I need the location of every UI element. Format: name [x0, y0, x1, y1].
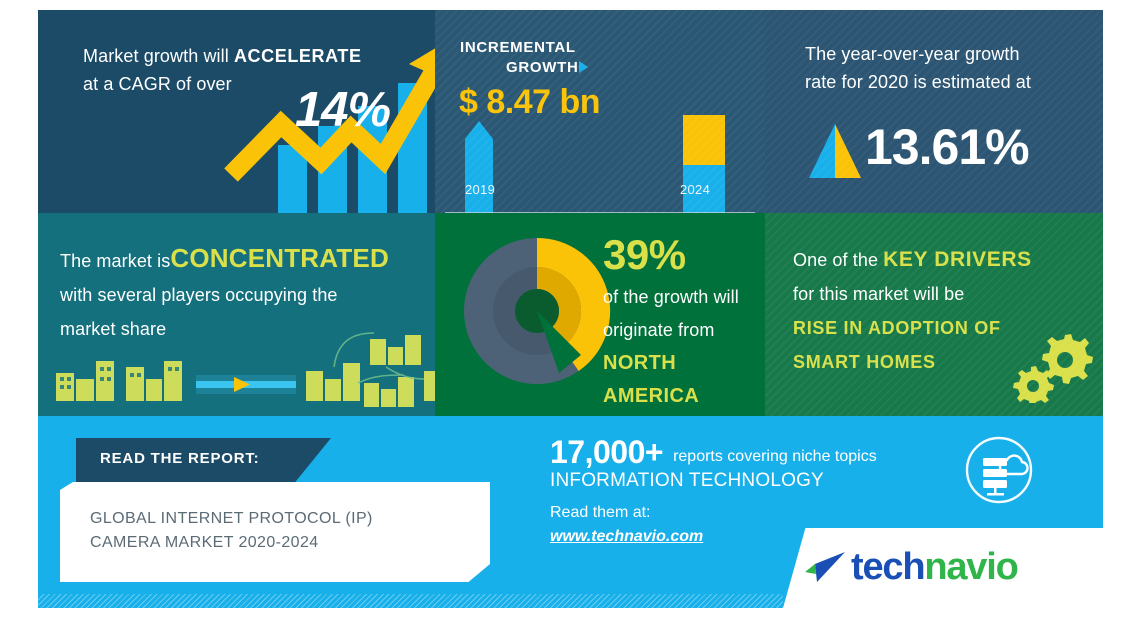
- technavio-logo-plate: technavio: [783, 528, 1103, 608]
- yoy-value: 13.61%: [865, 119, 1030, 175]
- growth-bars-arrow-icon: [223, 28, 435, 213]
- drivers-description: One of the KEY DRIVERS for this market w…: [793, 243, 1083, 379]
- incremental-growth-title: INCREMENTAL GROWTH: [460, 38, 660, 78]
- incremental-label-2024: 2024: [680, 182, 711, 197]
- driver-line2: SMART HOMES: [793, 352, 936, 372]
- incremental-label-2019: 2019: [465, 182, 496, 197]
- panel-north-america: 39% of the growth will originate from NO…: [435, 213, 765, 416]
- report-title-line2: CAMERA MARKET 2020-2024: [90, 534, 319, 551]
- technavio-wordmark: technavio: [851, 546, 1019, 588]
- panel-cagr: Market growth will ACCELERATE at a CAGR …: [38, 10, 435, 213]
- panel-key-drivers: One of the KEY DRIVERS for this market w…: [765, 213, 1103, 416]
- driver-line1: RISE IN ADOPTION OF: [793, 318, 1001, 338]
- concentration-line2: with several players occupying the: [60, 285, 338, 305]
- na-line1: of the growth will: [603, 287, 739, 307]
- incremental-growth-bar-chart: [435, 67, 765, 213]
- city-buildings-icon: [38, 331, 435, 416]
- cagr-text-line2: at a CAGR of over: [83, 74, 232, 94]
- report-title-line1: GLOBAL INTERNET PROTOCOL (IP): [90, 510, 373, 527]
- north-america-value: 39%: [603, 231, 686, 278]
- report-title: GLOBAL INTERNET PROTOCOL (IP) CAMERA MAR…: [90, 507, 460, 555]
- cagr-text-part1: Market growth will: [83, 46, 234, 66]
- website-link[interactable]: www.technavio.com: [550, 528, 704, 545]
- technavio-arrow-icon: [803, 550, 847, 586]
- read-them-at-label: Read them at:: [550, 504, 651, 521]
- na-line2: originate from: [603, 320, 715, 340]
- concentration-description: The market isCONCENTRATED with several p…: [60, 241, 430, 346]
- yoy-text-line1: The year-over-year growth: [805, 44, 1020, 64]
- cagr-value: 14%: [295, 83, 391, 137]
- footer-info-block: 17,000+ reports covering niche topics INF…: [550, 434, 1070, 546]
- concentration-line3: market share: [60, 319, 167, 339]
- report-title-card[interactable]: GLOBAL INTERNET PROTOCOL (IP) CAMERA MAR…: [60, 482, 490, 582]
- incremental-title-line2: GROWTH: [506, 59, 579, 76]
- panel-footer: READ THE REPORT: GLOBAL INTERNET PROTOCO…: [38, 416, 1103, 608]
- report-count-suffix: reports covering niche topics: [673, 448, 877, 465]
- gears-icon: [1013, 331, 1093, 407]
- concentration-emphasis: CONCENTRATED: [170, 243, 389, 273]
- report-count: 17,000+: [550, 434, 664, 470]
- yoy-description: The year-over-year growth rate for 2020 …: [805, 40, 1095, 96]
- read-the-report-tab[interactable]: READ THE REPORT:: [76, 438, 331, 482]
- cagr-text-emphasis: ACCELERATE: [233, 46, 362, 66]
- panel-incremental-growth: INCREMENTAL GROWTH $ 8.47 bn 2019 2024: [435, 10, 765, 213]
- logo-text-tech: tech: [851, 546, 926, 588]
- panel-yoy-growth: The year-over-year growth rate for 2020 …: [765, 10, 1103, 213]
- drivers-emphasis: KEY DRIVERS: [883, 248, 1032, 271]
- report-count-row: 17,000+ reports covering niche topics: [550, 434, 1070, 470]
- drivers-lead: One of the: [793, 250, 879, 270]
- donut-chart-icon: [463, 235, 611, 387]
- play-triangle-icon: [578, 61, 588, 73]
- cagr-description: Market growth will ACCELERATE at a CAGR …: [83, 42, 383, 98]
- read-the-report-label: READ THE REPORT:: [100, 450, 260, 467]
- panel-market-concentration: The market isCONCENTRATED with several p…: [38, 213, 435, 416]
- infographic-root: Market growth will ACCELERATE at a CAGR …: [38, 10, 1103, 608]
- logo-text-navio: navio: [924, 546, 1018, 588]
- footer-hatch-decoration: [38, 594, 783, 608]
- concentration-lead: The market is: [60, 251, 171, 271]
- sector-label: INFORMATION TECHNOLOGY: [550, 470, 824, 491]
- incremental-title-line1: INCREMENTAL: [460, 39, 576, 56]
- cloud-server-icon: [963, 434, 1035, 506]
- north-america-description: of the growth will originate from NORTH …: [603, 281, 765, 413]
- yoy-text-line2: rate for 2020 is estimated at: [805, 72, 1032, 92]
- drivers-line2: for this market will be: [793, 284, 965, 304]
- incremental-growth-value: $ 8.47 bn: [459, 83, 601, 121]
- growth-triangle-icon: [807, 122, 863, 180]
- na-region: NORTH AMERICA: [603, 352, 700, 407]
